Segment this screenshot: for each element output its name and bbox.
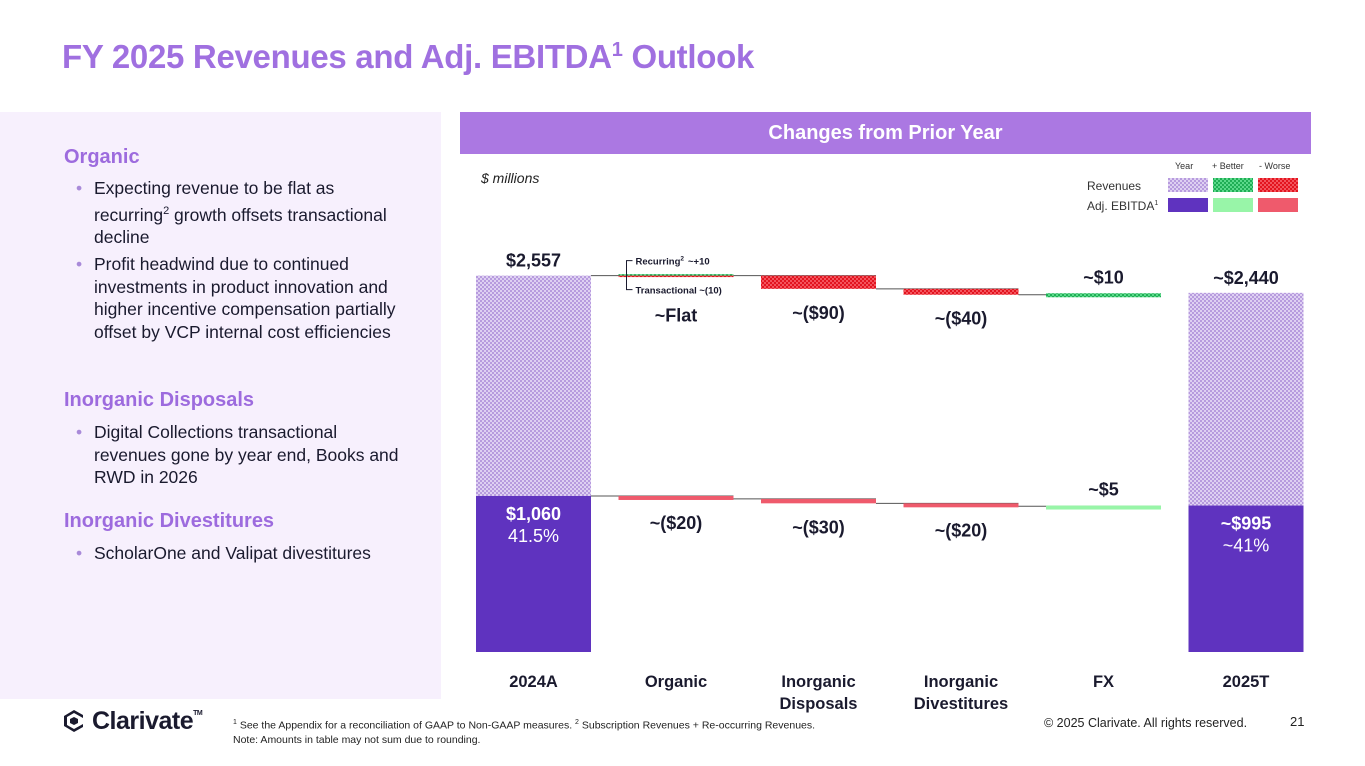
legend-swatch-better-revenue [1213, 178, 1253, 192]
fn1-marker: 1 [233, 719, 237, 726]
page-title-tail: Outlook [622, 38, 754, 75]
category-label-inorganic-disposals-line1: Inorganic [781, 673, 855, 691]
footnote-note: Note: Amounts in table may not sum due t… [233, 733, 481, 746]
revenue-bar-organic-transactional [618, 275, 734, 278]
legend-swatch-worse-revenue [1258, 178, 1298, 192]
clarivate-logo-icon [64, 710, 83, 732]
legend-row-ebitda: Adj. EBITDA1 [1087, 199, 1158, 213]
legend-swatch-year-ebitda [1168, 198, 1208, 212]
ebitda-bar-inorganic-disposals [761, 498, 876, 504]
category-label-inorganic-disposals-line2: Disposals [780, 695, 858, 713]
ebitda-label-fx: ~$5 [1088, 480, 1119, 500]
fn1-text: See the Appendix for a reconciliation of… [236, 719, 576, 732]
ebitda-label-inorganic-disposals: ~($30) [792, 517, 845, 537]
ebitda-label-organic: ~($20) [650, 513, 703, 533]
category-label-fx: FX [1093, 673, 1114, 691]
category-label-2024a: 2024A [509, 673, 558, 691]
organic-split-recurring-label: Recurring2 ~+10 [636, 256, 710, 268]
divestitures-heading: Inorganic Divestitures [64, 510, 275, 532]
revenue-bar-organic-recurring [618, 274, 734, 276]
organic-heading: Organic [64, 146, 140, 168]
clarivate-logo: ClarivateTM [62, 706, 203, 736]
ebitda-label-2025t: ~$995 [1221, 514, 1272, 534]
ebitda-bar-organic [618, 495, 734, 500]
revenue-label-inorganic-disposals: ~($90) [792, 303, 845, 323]
logo-text: Clarivate [92, 706, 194, 735]
ebitda-label-inorganic-divestitures: ~($20) [935, 520, 988, 540]
waterfall-chart: $2,557 ~Flat ~($90) ~($40) ~$10 ~$2,440 $1,060… [476, 251, 1304, 713]
ebitda-bar-fx [1046, 505, 1161, 510]
footnote-line-1: 1 See the Appendix for a reconciliation … [233, 716, 815, 733]
category-label-inorganic-divestitures-line2: Divestitures [914, 695, 1008, 713]
page-title: FY 2025 Revenues and Adj. EBITDA1 Outloo… [62, 38, 754, 76]
revenue-label-fx: ~$10 [1083, 267, 1124, 287]
legend-swatch-better-ebitda [1213, 198, 1253, 212]
legend-row-ebitda-text: Adj. EBITDA [1087, 199, 1155, 213]
organic-bullet-1-post: growth offsets transactional decline [94, 204, 387, 247]
revenue-label-2024a: $2,557 [506, 251, 561, 271]
legend-swatch-year-revenue [1168, 178, 1208, 192]
revenue-bar-inorganic-divestitures [903, 288, 1019, 295]
page-title-text: FY 2025 Revenues and Adj. EBITDA [62, 38, 612, 75]
revenue-bar-inorganic-disposals [761, 275, 876, 289]
page-number: 21 [1290, 714, 1305, 729]
ebitda-bar-2024a [476, 495, 591, 652]
organic-split-transactional-label: Transactional ~(10) [636, 286, 722, 297]
revenue-bar-fx [1046, 293, 1161, 298]
chart-banner: Changes from Prior Year [460, 112, 1311, 154]
category-label-inorganic-divestitures-line1: Inorganic [924, 673, 998, 691]
organic-split-recurring-value: ~+10 [688, 257, 710, 268]
legend-row-ebitda-sup: 1 [1154, 200, 1159, 207]
revenue-label-inorganic-divestitures: ~($40) [935, 309, 988, 329]
logo-tm: TM [193, 709, 203, 717]
ebitda-bar-2025t [1188, 505, 1304, 652]
organic-bullet-1: Expecting revenue to be flat as recurrin… [76, 177, 414, 248]
organic-split-recurring-sup: 2 [680, 256, 684, 263]
ebitda-bar-inorganic-divestitures [903, 503, 1019, 508]
fn2-marker: 2 [575, 719, 579, 726]
footnotes: 1 See the Appendix for a reconciliation … [233, 716, 815, 747]
ebitda-label-2024a: $1,060 [506, 504, 561, 524]
legend-col-worse: - Worse [1259, 161, 1291, 171]
legend-row-revenues: Revenues [1087, 179, 1142, 193]
ebitda-margin-2024a: 41.5% [508, 526, 559, 546]
divestitures-bullet-1: ScholarOne and Valipat divestitures [76, 542, 414, 565]
organic-bullet-2: Profit headwind due to continued investm… [76, 253, 414, 343]
ebitda-margin-2025t: ~41% [1223, 536, 1270, 556]
disposals-heading: Inorganic Disposals [64, 389, 255, 411]
legend-swatches [1168, 178, 1298, 212]
category-label-organic: Organic [645, 673, 707, 691]
revenue-label-2025t: ~$2,440 [1213, 268, 1279, 288]
revenue-bar-2024a [476, 275, 591, 496]
organic-bullet-1-pre: Expecting revenue to be flat as recurrin… [94, 178, 335, 225]
clarivate-logo-wordmark: ClarivateTM [92, 706, 203, 736]
revenue-bar-2025t [1188, 292, 1304, 506]
revenue-label-organic: ~Flat [655, 306, 698, 326]
units-label: $ millions [481, 170, 540, 186]
organic-bullet-1-sup: 2 [163, 204, 170, 217]
category-label-2025t: 2025T [1223, 673, 1270, 691]
legend-swatch-worse-ebitda [1258, 198, 1298, 212]
copyright: © 2025 Clarivate. All rights reserved. [1044, 716, 1248, 730]
organic-split-bracket [626, 260, 633, 291]
disposals-bullet-1: Digital Collections transactional revenu… [76, 421, 414, 489]
legend-col-better: + Better [1212, 161, 1244, 171]
page-title-footnote-marker: 1 [611, 39, 623, 61]
legend-col-year: Year [1175, 161, 1194, 171]
fn2-text: Subscription Revenues + Re-occurring Rev… [578, 719, 816, 732]
